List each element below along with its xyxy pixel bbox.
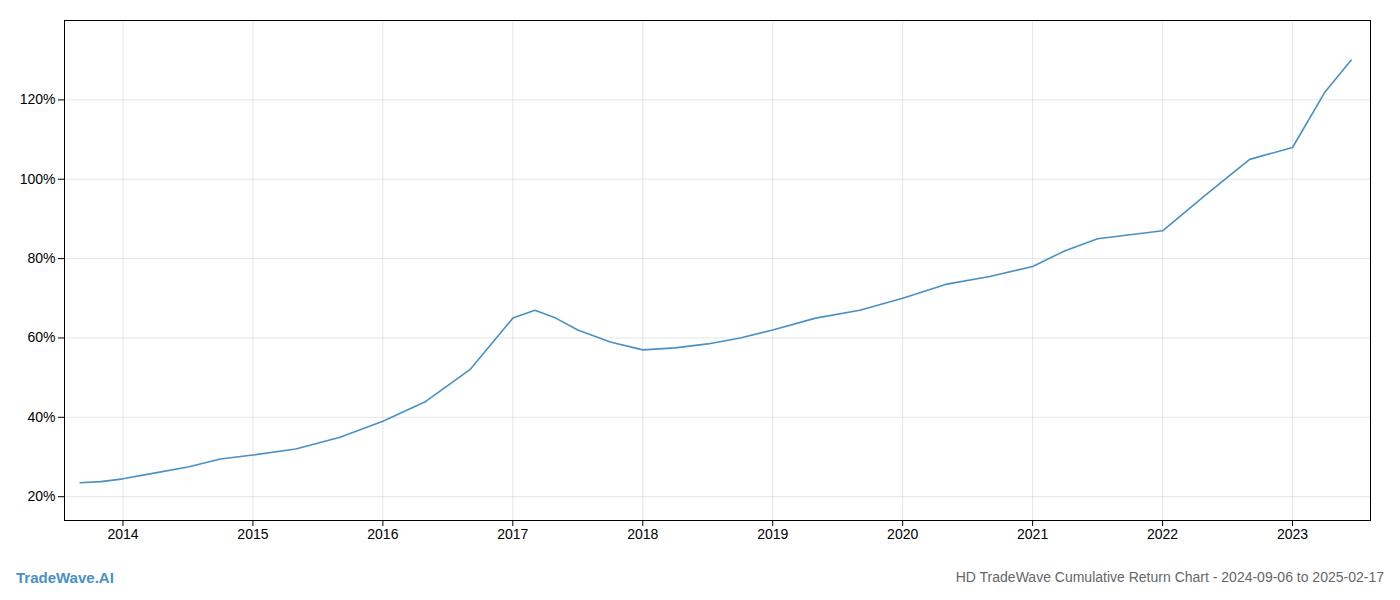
svg-text:2021: 2021 [1017,526,1048,542]
svg-text:2017: 2017 [497,526,528,542]
html-text:TradeWave.AI: TradeWave.AI [16,568,114,586]
svg-text:2019: 2019 [757,526,788,542]
html-text:HD TradeWave Cumulative Return: HD TradeWave Cumulative Return Chart - 2… [955,569,1384,585]
svg-text:100%: 100% [20,171,56,187]
svg-text:60%: 60% [27,329,55,345]
svg-text:2016: 2016 [367,526,398,542]
svg-text:20%: 20% [27,488,55,504]
svg-text:2015: 2015 [237,526,268,542]
svg-text:2020: 2020 [887,526,918,542]
svg-text:2018: 2018 [627,526,658,542]
svg-text:2014: 2014 [107,526,138,542]
svg-text:120%: 120% [20,91,56,107]
svg-text:80%: 80% [27,250,55,266]
svg-text:40%: 40% [27,409,55,425]
svg-text:2023: 2023 [1277,526,1308,542]
svg-text:2022: 2022 [1147,526,1178,542]
